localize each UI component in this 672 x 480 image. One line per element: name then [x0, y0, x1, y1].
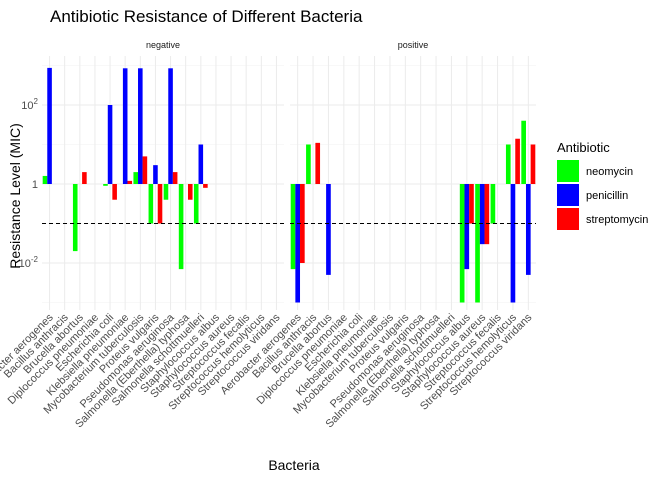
bar-streptomycin-positive	[300, 184, 305, 263]
bar-streptomycin-negative	[82, 172, 87, 184]
bar-neomycin-negative	[163, 184, 169, 200]
bar-streptomycin-negative	[142, 156, 148, 184]
bar-penicillin-positive	[525, 184, 531, 275]
legend-swatch-neomycin	[557, 160, 579, 182]
bar-neomycin-positive	[490, 184, 496, 224]
panel-negative: negative	[42, 40, 284, 310]
y-axis-title: Resistance Level (MIC)	[7, 123, 23, 269]
bar-penicillin-positive	[479, 184, 485, 245]
bar-streptomycin-negative	[172, 172, 178, 184]
bar-penicillin-positive	[295, 184, 301, 303]
bar-penicillin-negative	[122, 68, 128, 184]
bar-penicillin-positive	[326, 184, 331, 275]
bar-penicillin-positive	[464, 184, 470, 270]
panel-background	[290, 56, 536, 310]
bar-neomycin-negative	[148, 184, 154, 224]
legend-swatch-streptomycin	[557, 208, 579, 230]
legend: Antibiotic neomycin penicillin streptomyci…	[557, 140, 648, 230]
chart-title: Antibiotic Resistance of Different Bacte…	[50, 7, 363, 26]
legend-label-penicillin: penicillin	[586, 190, 628, 202]
bar-streptomycin-negative	[112, 184, 117, 200]
bar-neomycin-negative	[42, 175, 48, 184]
legend-title: Antibiotic	[557, 140, 610, 155]
bar-penicillin-negative	[138, 68, 143, 184]
bar-streptomycin-positive	[530, 144, 536, 184]
bar-penicillin-positive	[510, 184, 516, 303]
bar-neomycin-negative	[72, 184, 78, 252]
y-tick-label: 102	[21, 97, 38, 112]
legend-swatch-penicillin	[557, 184, 579, 206]
bar-penicillin-negative	[198, 144, 204, 184]
bar-penicillin-negative	[153, 165, 158, 184]
bar-neomycin-negative	[103, 184, 108, 186]
bar-penicillin-negative	[47, 67, 52, 184]
y-tick-label: 1	[32, 179, 38, 191]
bar-neomycin-positive	[475, 184, 480, 303]
panel-strip-label: positive	[398, 40, 429, 50]
bar-neomycin-negative	[133, 172, 139, 184]
bar-neomycin-positive	[306, 144, 311, 184]
panels: negative positive	[42, 40, 536, 310]
x-axis-title: Bacteria	[268, 457, 320, 473]
bar-streptomycin-positive	[315, 142, 321, 184]
y-axis-ticks: 10-2 1 102	[19, 97, 39, 270]
bar-neomycin-negative	[193, 184, 199, 224]
bar-neomycin-positive	[505, 144, 511, 184]
bar-penicillin-negative	[107, 105, 113, 184]
bar-neomycin-negative	[178, 184, 184, 270]
bar-streptomycin-negative	[187, 184, 193, 200]
legend-label-streptomycin: streptomycin	[586, 214, 648, 226]
panel-background	[42, 56, 284, 310]
bar-streptomycin-positive	[484, 184, 490, 245]
bar-streptomycin-negative	[127, 180, 133, 184]
panel-strip-label: negative	[146, 40, 180, 50]
legend-label-neomycin: neomycin	[586, 166, 633, 178]
bar-neomycin-positive	[459, 184, 465, 303]
bar-streptomycin-positive	[515, 138, 520, 184]
bar-streptomycin-positive	[469, 184, 474, 224]
y-tick-label: 10-2	[19, 255, 39, 270]
bar-penicillin-negative	[168, 68, 173, 184]
panel-positive: positive	[290, 40, 536, 310]
bar-neomycin-positive	[521, 120, 526, 184]
bar-streptomycin-negative	[157, 184, 163, 224]
bar-neomycin-positive	[290, 184, 296, 270]
bar-streptomycin-negative	[203, 184, 208, 188]
